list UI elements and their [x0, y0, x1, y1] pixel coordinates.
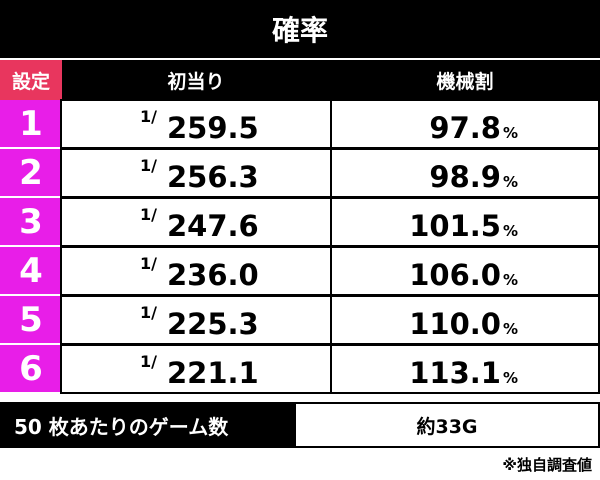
denominator: 221.1: [167, 356, 259, 390]
odds-prefix: 1/: [140, 254, 157, 273]
payout-cell: 110.0%: [330, 295, 600, 345]
title: 確率: [0, 0, 600, 58]
first-hit-cell: 1/236.0: [60, 246, 332, 296]
denominator: 247.6: [167, 209, 259, 243]
payout-unit: %: [502, 369, 518, 387]
payout-unit: %: [502, 222, 518, 240]
footer-value: 約33G: [294, 402, 600, 448]
payout-cell: 98.9%: [330, 148, 600, 198]
payout-value: 113.1%: [409, 356, 518, 390]
odds-prefix: 1/: [140, 303, 157, 322]
first-hit-cell: 1/221.1: [60, 344, 332, 394]
header-payout: 機械割: [330, 60, 600, 100]
payout-cell: 106.0%: [330, 246, 600, 296]
payout-value: 97.8%: [429, 111, 518, 145]
header-setting: 設定: [0, 60, 62, 100]
payout-unit: %: [502, 173, 518, 191]
payout-unit: %: [502, 320, 518, 338]
first-hit-cell: 1/256.3: [60, 148, 332, 198]
payout-number: 113.1: [409, 356, 501, 390]
first-hit-cell: 1/259.5: [60, 99, 332, 149]
header-first-hit: 初当り: [62, 60, 330, 100]
footer-label: 50 枚あたりのゲーム数: [0, 402, 296, 448]
odds-prefix: 1/: [140, 205, 157, 224]
payout-number: 110.0: [409, 307, 501, 341]
denominator: 259.5: [167, 111, 259, 145]
payout-number: 97.8: [429, 111, 501, 145]
setting-cell: 5: [0, 296, 62, 343]
odds-prefix: 1/: [140, 352, 157, 371]
payout-cell: 101.5%: [330, 197, 600, 247]
payout-value: 98.9%: [429, 160, 518, 194]
payout-unit: %: [502, 271, 518, 289]
payout-cell: 113.1%: [330, 344, 600, 394]
first-hit-cell: 1/225.3: [60, 295, 332, 345]
setting-cell: 1: [0, 100, 62, 147]
odds-prefix: 1/: [140, 107, 157, 126]
payout-number: 101.5: [409, 209, 501, 243]
denominator: 236.0: [167, 258, 259, 292]
payout-number: 106.0: [409, 258, 501, 292]
first-hit-cell: 1/247.6: [60, 197, 332, 247]
payout-value: 110.0%: [409, 307, 518, 341]
payout-cell: 97.8%: [330, 99, 600, 149]
setting-cell: 2: [0, 149, 62, 196]
note: ※独自調査値: [502, 456, 592, 474]
denominator: 225.3: [167, 307, 259, 341]
odds-prefix: 1/: [140, 156, 157, 175]
setting-cell: 6: [0, 345, 62, 392]
payout-value: 106.0%: [409, 258, 518, 292]
payout-number: 98.9: [429, 160, 501, 194]
payout-unit: %: [502, 124, 518, 142]
setting-cell: 3: [0, 198, 62, 245]
denominator: 256.3: [167, 160, 259, 194]
setting-cell: 4: [0, 247, 62, 294]
payout-value: 101.5%: [409, 209, 518, 243]
